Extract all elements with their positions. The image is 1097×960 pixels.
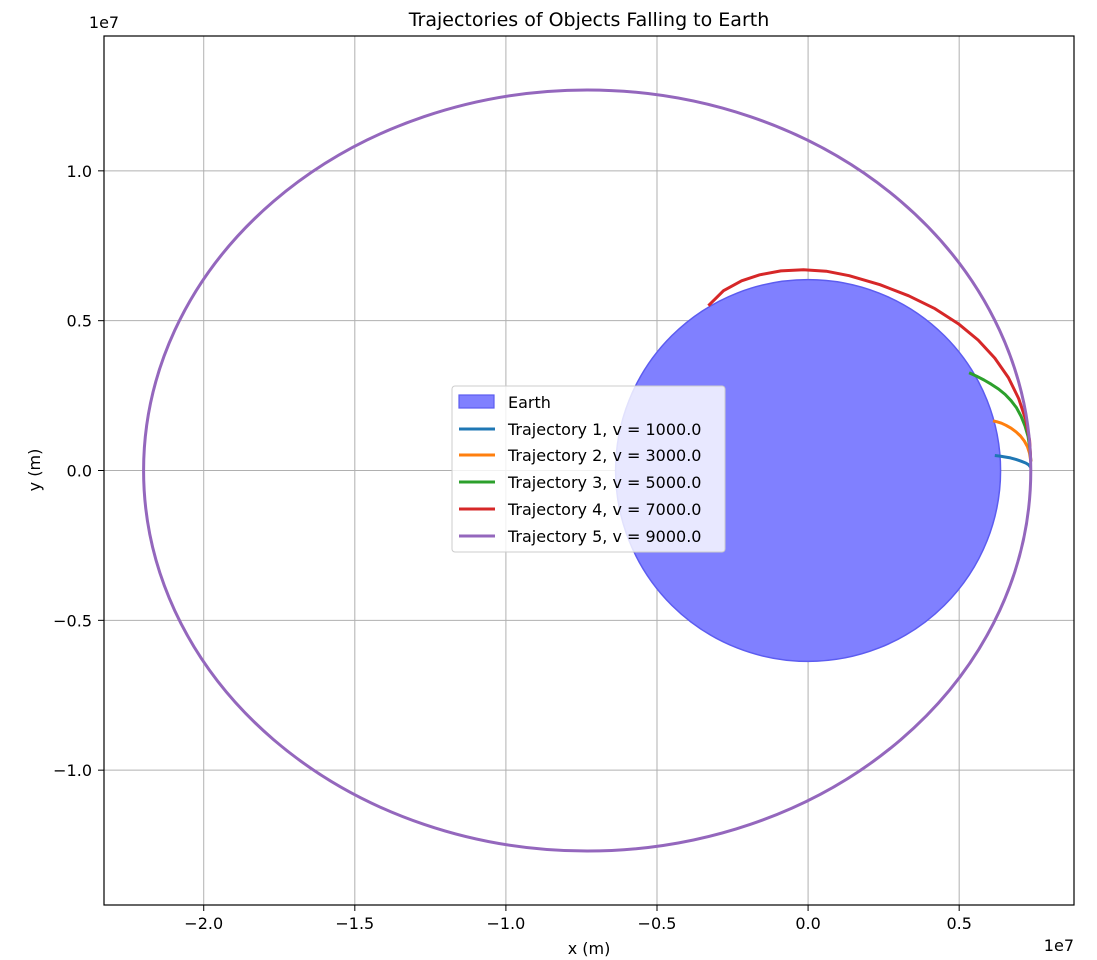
series-4-line bbox=[707, 268, 1033, 462]
legend-label-series-3: Trajectory 3, v = 5000.0 bbox=[507, 473, 701, 492]
x-tick-label: 0.5 bbox=[946, 914, 971, 933]
legend-label-series-4: Trajectory 4, v = 7000.0 bbox=[507, 500, 701, 519]
axis-ticks: −2.0 −1.5 −1.0 −0.5 0.0 0.5 −1.0 −0.5 0.0 0.5 1.0 bbox=[53, 162, 972, 933]
legend-label-series-5: Trajectory 5, v = 9000.0 bbox=[507, 527, 701, 546]
legend-box bbox=[451, 385, 726, 553]
x-tick-label: −2.0 bbox=[184, 914, 223, 933]
x-offset-label: 1e7 bbox=[1044, 936, 1074, 955]
legend-label-series-1: Trajectory 1, v = 1000.0 bbox=[507, 420, 701, 439]
legend-label-earth: Earth bbox=[508, 393, 551, 412]
y-tick-label: 0.5 bbox=[67, 312, 92, 331]
y-axis-label: y (m) bbox=[25, 449, 44, 492]
x-tick-label: 0.0 bbox=[795, 914, 820, 933]
legend: Earth Trajectory 1, v = 1000.0 Trajector… bbox=[451, 385, 726, 553]
y-offset-label: 1e7 bbox=[89, 13, 119, 32]
y-tick-label: 0.0 bbox=[67, 462, 92, 481]
y-tick-label: 1.0 bbox=[67, 162, 92, 181]
x-axis-label: x (m) bbox=[568, 939, 611, 958]
y-tick-label: −1.0 bbox=[53, 761, 92, 780]
legend-swatch-earth bbox=[458, 394, 495, 409]
chart-title: Trajectories of Objects Falling to Earth bbox=[408, 9, 770, 31]
legend-label-series-2: Trajectory 2, v = 3000.0 bbox=[507, 446, 701, 465]
x-tick-label: −1.0 bbox=[486, 914, 525, 933]
x-tick-label: −1.5 bbox=[335, 914, 374, 933]
series-5-line bbox=[142, 88, 1033, 853]
series-2-line bbox=[992, 419, 1033, 462]
y-tick-label: −0.5 bbox=[53, 611, 92, 630]
trajectory-series bbox=[142, 88, 1033, 853]
series-1-line bbox=[994, 454, 1032, 469]
x-tick-label: −0.5 bbox=[638, 914, 677, 933]
